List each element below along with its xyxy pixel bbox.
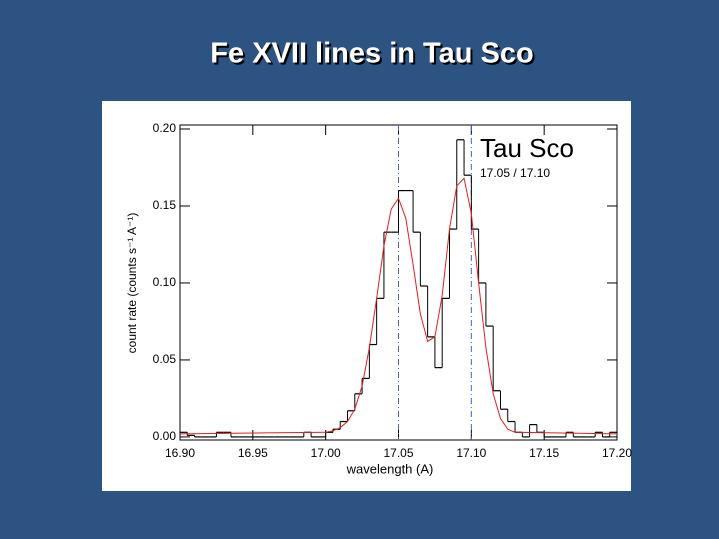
annotation: 17.05 / 17.10 bbox=[480, 166, 550, 180]
x-tick-label: 16.95 bbox=[238, 446, 268, 460]
y-axis-label: count rate (counts s⁻¹ A⁻¹) bbox=[125, 213, 139, 354]
annotation: Tau Sco bbox=[480, 133, 574, 163]
x-tick-label: 17.05 bbox=[383, 446, 413, 460]
model-line bbox=[179, 177, 618, 435]
x-tick-label: 17.00 bbox=[311, 446, 341, 460]
y-tick-label: 0.20 bbox=[153, 121, 177, 135]
x-tick-label: 17.10 bbox=[456, 446, 486, 460]
title-shadow: Fe XVII lines in Tau Sco bbox=[212, 40, 535, 72]
x-tick-label: 16.90 bbox=[165, 446, 195, 460]
x-axis-label: wavelength (A) bbox=[346, 461, 434, 476]
y-tick-label: 0.10 bbox=[153, 275, 177, 289]
x-tick-label: 17.20 bbox=[602, 446, 632, 460]
chart-panel bbox=[102, 101, 631, 491]
y-tick-label: 0.15 bbox=[153, 198, 177, 212]
x-tick-label: 17.15 bbox=[529, 446, 559, 460]
y-tick-label: 0.05 bbox=[153, 352, 177, 366]
slide-title: Fe XVII lines in Tau Sco bbox=[210, 38, 533, 70]
y-tick-label: 0.00 bbox=[153, 429, 177, 443]
